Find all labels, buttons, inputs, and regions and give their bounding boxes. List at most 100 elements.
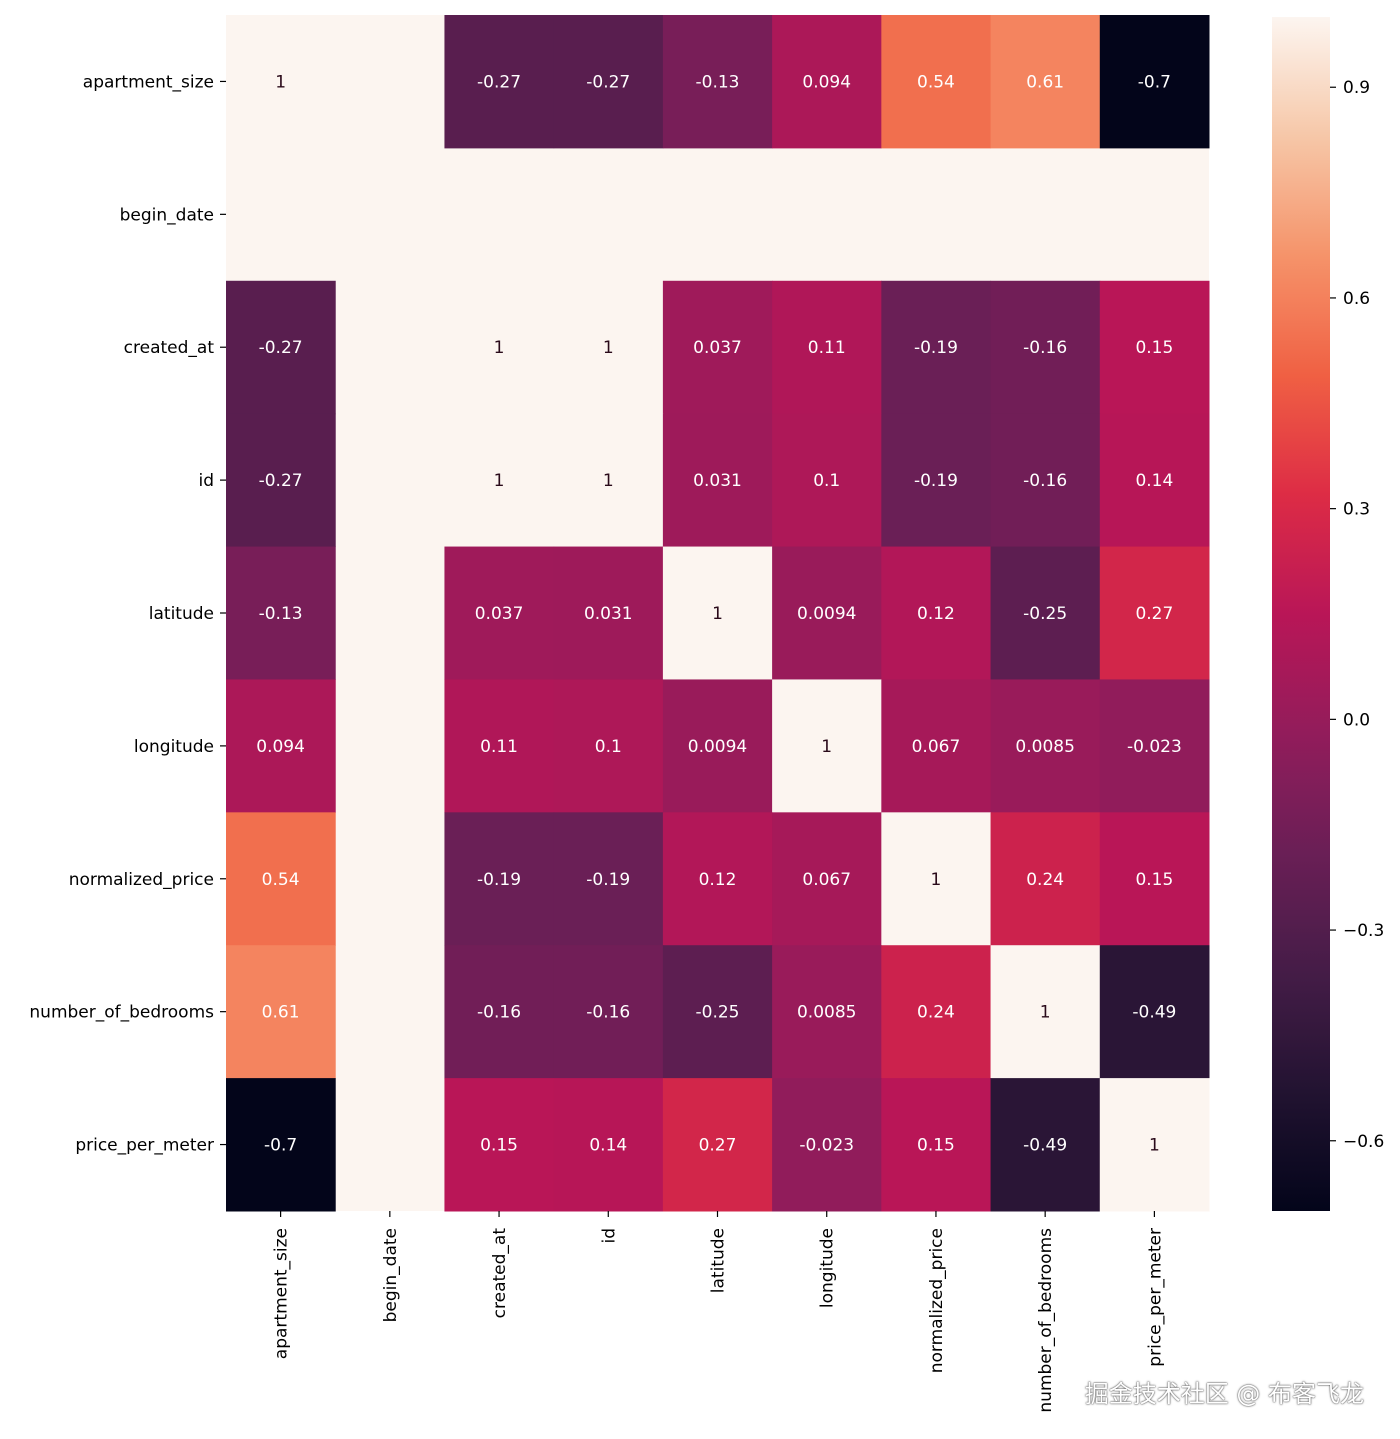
heatmap-cell (226, 280, 336, 415)
heatmap-cell (1099, 945, 1210, 1079)
cell-annotation: 0.27 (699, 1136, 737, 1156)
cell-annotation: 0.094 (802, 72, 851, 92)
heatmap-cell (226, 1078, 336, 1212)
cell-annotation: 0.27 (1135, 604, 1173, 624)
cell-annotation: -0.7 (1138, 72, 1171, 92)
heatmap-cell (662, 812, 773, 946)
x-tick-label: id (599, 1228, 619, 1244)
cell-annotation: 0.11 (808, 338, 846, 358)
cell-annotation: 0.15 (1135, 870, 1173, 890)
heatmap-cell (226, 15, 336, 149)
heatmap-cell (990, 546, 1101, 680)
cell-annotation: -0.19 (586, 870, 630, 890)
cell-annotation: 1 (494, 471, 505, 491)
heatmap-cell (662, 413, 773, 548)
cell-annotation: 0.0085 (1015, 737, 1074, 757)
cell-annotation: 0.1 (595, 737, 622, 757)
y-tick-label: created_at (124, 338, 215, 358)
y-tick-label: longitude (134, 737, 214, 757)
cell-annotation: -0.27 (259, 471, 303, 491)
cell-annotation: -0.27 (259, 338, 303, 358)
x-tick-label: begin_date (381, 1228, 401, 1322)
cell-annotation: 0.15 (480, 1136, 518, 1156)
heatmap-cell (553, 945, 664, 1079)
cell-annotation: 0.0094 (688, 737, 747, 757)
cell-annotation: -0.49 (1132, 1003, 1176, 1023)
cell-annotation: -0.16 (1023, 338, 1067, 358)
heatmap-cell (662, 546, 773, 680)
heatmap-cell (990, 679, 1101, 813)
heatmap-cell (881, 679, 992, 813)
cell-annotation: 0.14 (589, 1136, 627, 1156)
colorbar-ticks: 0.9 0.6 0.3 0.0 −0.3 −0.6 (1330, 78, 1384, 1152)
cell-annotation: 0.54 (262, 870, 300, 890)
cell-annotation: 0.067 (912, 737, 961, 757)
heatmap-cell (990, 15, 1101, 149)
heatmap-cell (772, 546, 882, 680)
cell-annotation: -0.13 (259, 604, 303, 624)
cell-annotation: 0.24 (917, 1003, 955, 1023)
y-tick-label: begin_date (120, 205, 214, 225)
cell-annotation: 1 (821, 737, 832, 757)
cell-annotation: 0.037 (693, 338, 742, 358)
cell-annotation: 0.12 (699, 870, 737, 890)
cell-annotation: -0.19 (914, 471, 958, 491)
cell-annotation: 0.031 (693, 471, 742, 491)
heatmap-cell (226, 413, 336, 548)
cell-annotation: -0.13 (696, 72, 740, 92)
cell-annotation: 0.0085 (797, 1003, 856, 1023)
cell-annotation: -0.27 (586, 72, 630, 92)
cell-annotation: -0.19 (914, 338, 958, 358)
heatmap-cell (444, 812, 555, 946)
cell-annotation: -0.25 (696, 1003, 740, 1023)
cell-annotation: 0.24 (1026, 870, 1064, 890)
heatmap-cell (444, 679, 555, 813)
heatmap-cell (990, 280, 1101, 415)
cell-annotation: 1 (1149, 1136, 1160, 1156)
watermark: 掘金技术社区 @ 布客飞龙 (1084, 1380, 1364, 1408)
heatmap-cell (772, 280, 882, 415)
heatmap-cell (772, 1078, 882, 1212)
heatmap-cell (881, 1078, 992, 1212)
cell-annotation: 0.1 (813, 471, 840, 491)
cell-annotation: 1 (1040, 1003, 1051, 1023)
heatmap-cell (662, 1078, 773, 1212)
cell-annotation: 0.067 (802, 870, 851, 890)
cell-annotation: 0.11 (480, 737, 518, 757)
heatmap-cell (444, 1078, 555, 1212)
colorbar-tick-label: 0.0 (1343, 710, 1370, 730)
heatmap-cell (553, 546, 664, 680)
cell-annotation: 0.0094 (797, 604, 856, 624)
heatmap-cell (1099, 280, 1210, 415)
cell-annotation: 0.12 (917, 604, 955, 624)
cell-annotation: -0.023 (799, 1136, 854, 1156)
heatmap-cell (1099, 1078, 1210, 1212)
heatmap-cell (990, 945, 1101, 1079)
cell-annotation: -0.16 (586, 1003, 630, 1023)
cell-annotation: -0.16 (1023, 471, 1067, 491)
colorbar-tick-label: 0.6 (1343, 289, 1370, 309)
cell-annotation: 0.61 (262, 1003, 300, 1023)
heatmap-cell (1099, 546, 1210, 680)
heatmap-cell (553, 15, 664, 149)
cell-annotation: 0.031 (584, 604, 633, 624)
heatmap-cell (444, 546, 555, 680)
cell-annotation: 1 (603, 338, 614, 358)
heatmap-cell (226, 945, 336, 1079)
heatmap-cell (553, 812, 664, 946)
colorbar-tick-label: −0.6 (1343, 1132, 1384, 1152)
colorbar-tick-label: 0.3 (1343, 500, 1370, 520)
cell-annotation: -0.7 (264, 1136, 297, 1156)
heatmap-cell (226, 812, 336, 946)
cell-annotation: -0.023 (1127, 737, 1182, 757)
heatmap-cell (1099, 413, 1210, 548)
heatmap-cell (662, 280, 773, 415)
cell-annotation: 0.15 (1135, 338, 1173, 358)
heatmap-cell (226, 546, 336, 680)
heatmap-cell (990, 812, 1101, 946)
colorbar-tick-label: 0.9 (1343, 78, 1370, 98)
cell-annotation: -0.16 (477, 1003, 521, 1023)
cell-annotations: 1 -0.27 -0.27 -0.13 0.094 0.54 0.61 -0.7 -0.27 1 1… (256, 72, 1182, 1155)
cell-annotation: 1 (603, 471, 614, 491)
